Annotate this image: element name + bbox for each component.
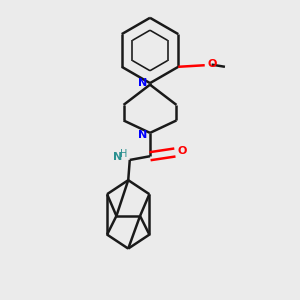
Text: N: N xyxy=(138,130,147,140)
Text: O: O xyxy=(178,146,188,156)
Text: H: H xyxy=(120,149,128,159)
Text: N: N xyxy=(138,78,147,88)
Text: N: N xyxy=(113,152,123,163)
Text: O: O xyxy=(207,59,217,69)
